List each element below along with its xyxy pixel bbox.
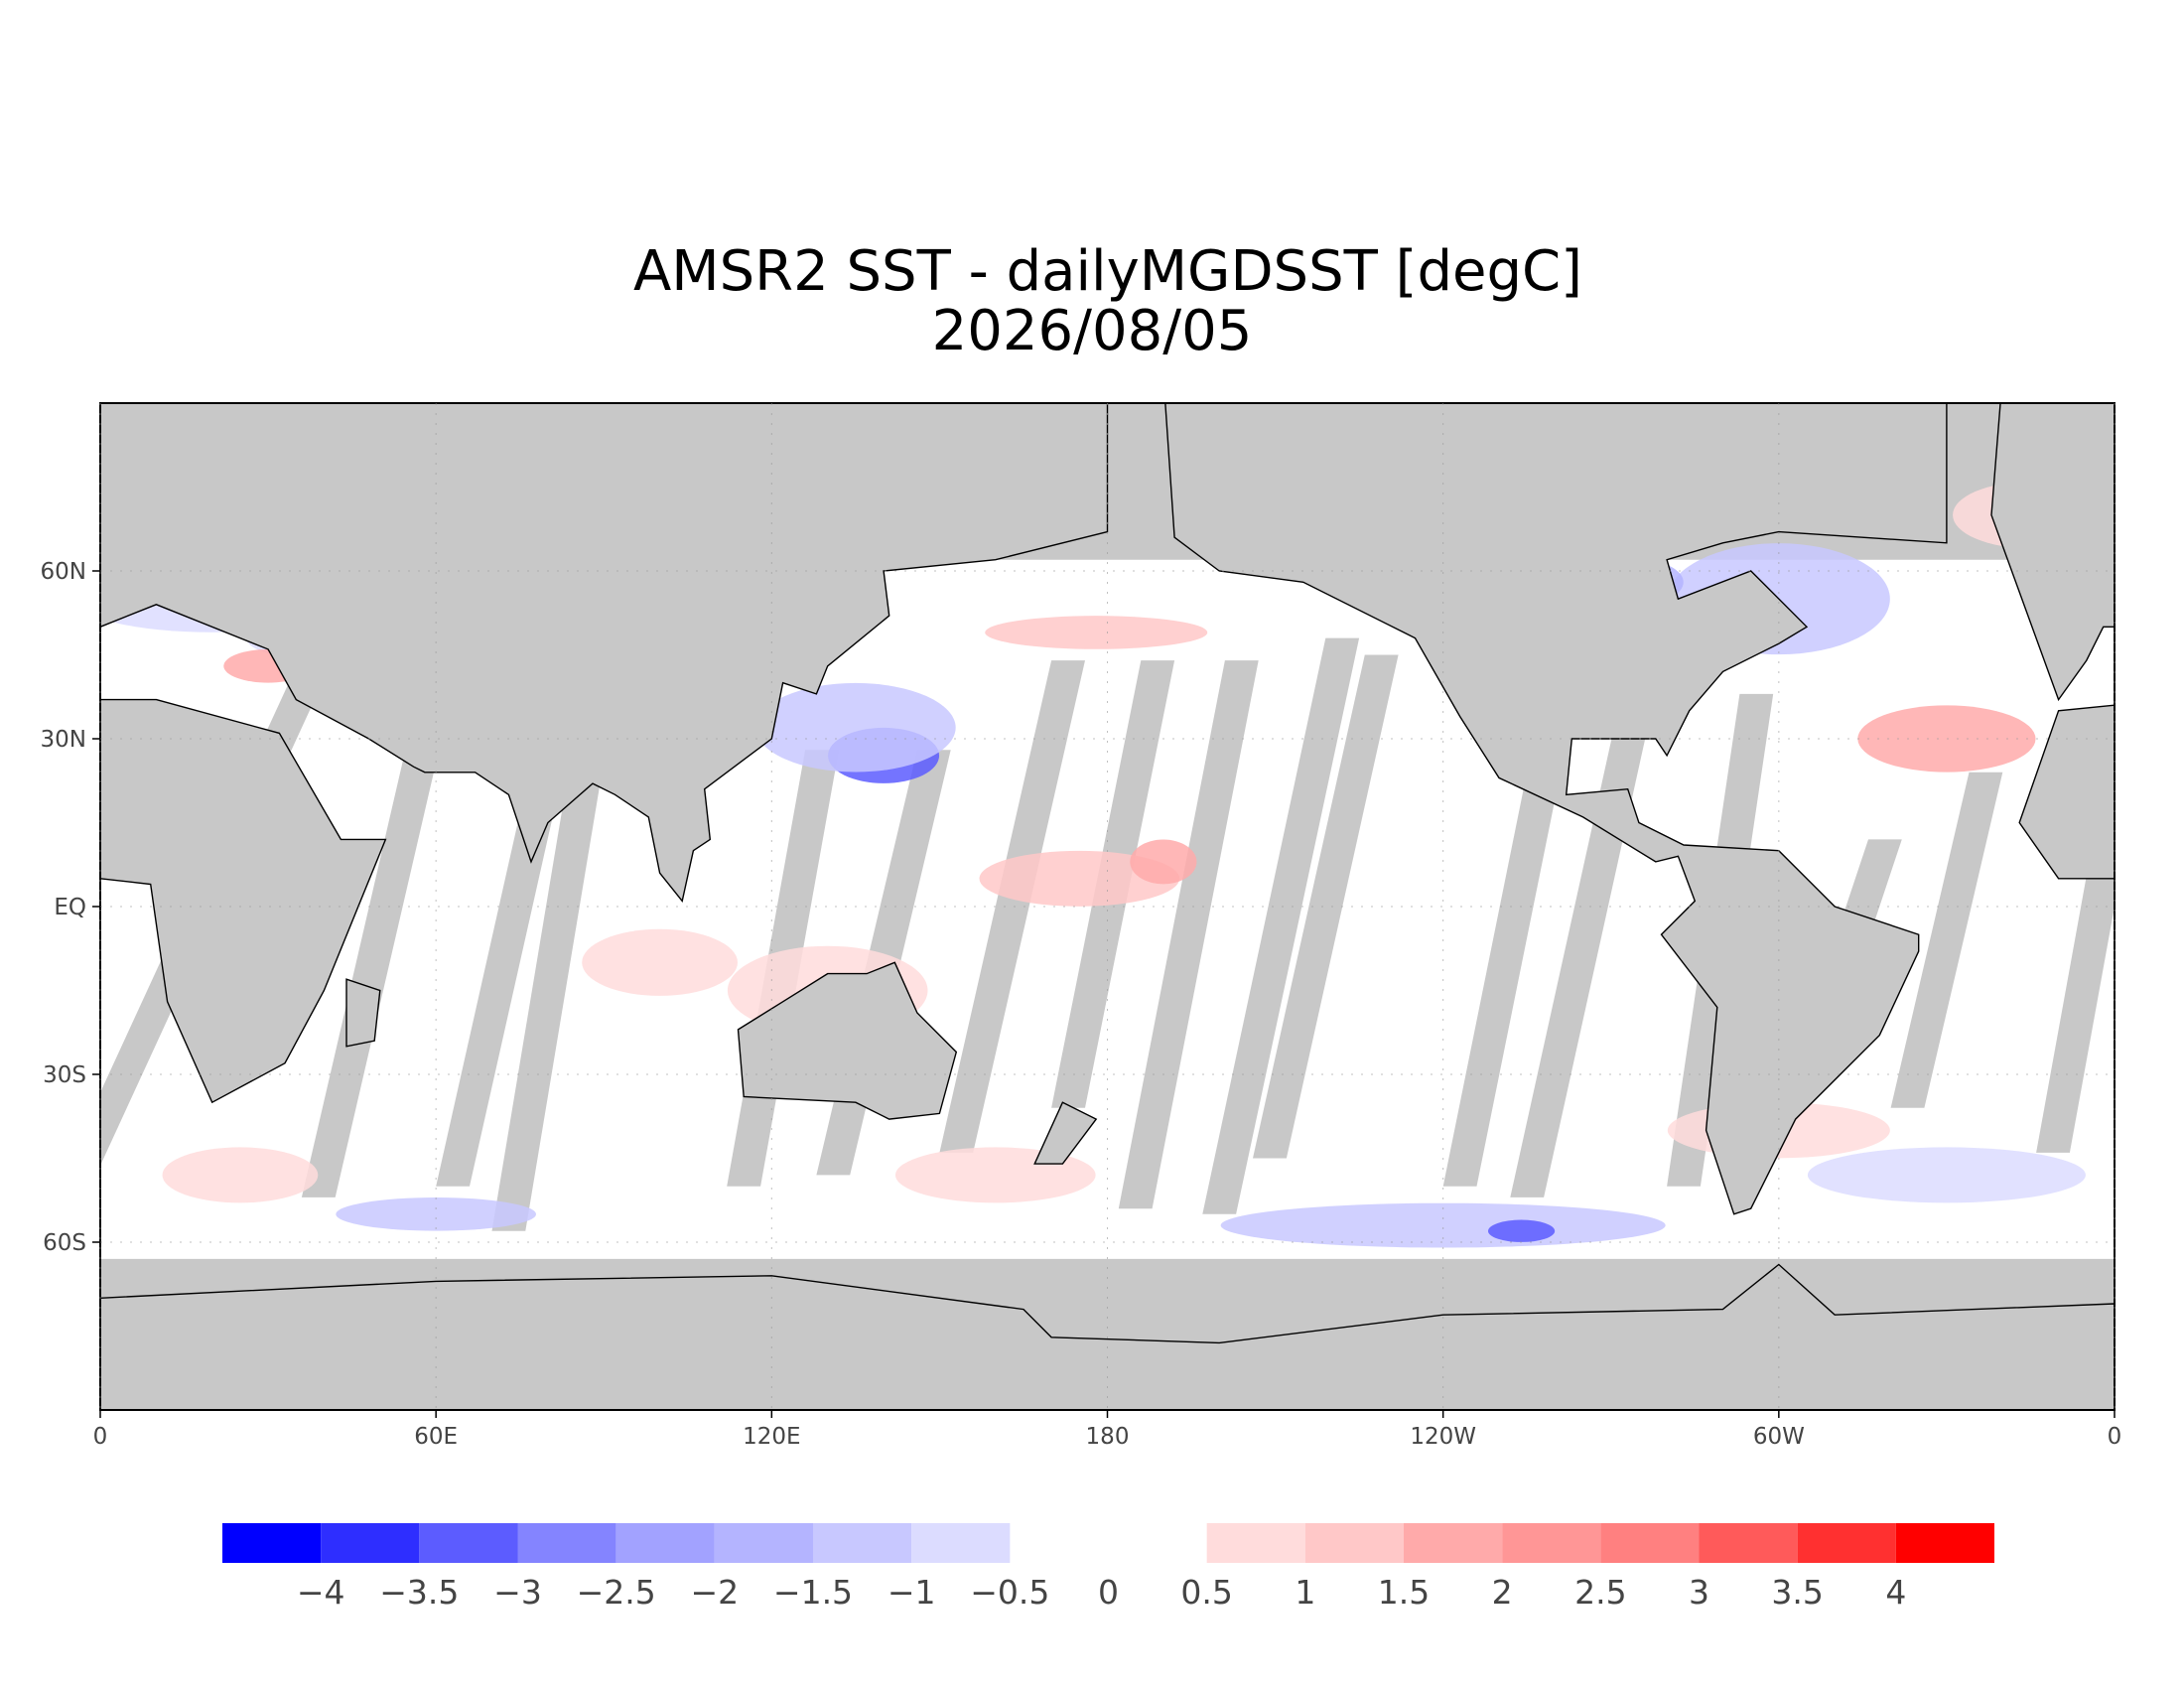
- land: [100, 403, 1109, 903]
- swath-gap: [301, 739, 442, 1197]
- swath-gap: [1442, 716, 1572, 1187]
- lon-tick-label: 120E: [743, 1424, 800, 1450]
- lon-tick-label: 120W: [1410, 1424, 1476, 1450]
- colorbar-label: 3.5: [1771, 1573, 1823, 1612]
- swath-gap: [1118, 660, 1259, 1209]
- land: [737, 961, 958, 1120]
- colorbar-label: 3: [1689, 1573, 1709, 1612]
- colorbar-swatch: [419, 1523, 518, 1563]
- colorbar-label: 2: [1492, 1573, 1513, 1612]
- colorbar-label: −3.5: [379, 1573, 459, 1612]
- colorbar-swatch: [321, 1523, 420, 1563]
- land: [345, 978, 381, 1048]
- lon-tick-label: 60W: [1753, 1424, 1805, 1450]
- colorbar-label: 1.5: [1378, 1573, 1430, 1612]
- colorbar-label: 0: [1098, 1573, 1119, 1612]
- land: [100, 698, 387, 1104]
- map-title: AMSR2 SST - dailyMGDSST [degC]: [633, 239, 1582, 304]
- anomaly-patch: [755, 682, 956, 773]
- anomaly-patch: [979, 850, 1180, 907]
- lon-tick-label: 0: [93, 1424, 108, 1450]
- colorbar-swatch: [714, 1523, 813, 1563]
- lat-tick-label: 60N: [41, 559, 86, 585]
- swath-gap: [939, 660, 1085, 1153]
- colorbar-swatch: [615, 1523, 715, 1563]
- anomaly-patch: [1807, 1147, 2086, 1203]
- swath-gap: [1202, 637, 1360, 1214]
- anomaly-patch: [336, 1197, 536, 1231]
- map-date: 2026/08/05: [932, 299, 1253, 363]
- anomaly-patch: [162, 1147, 319, 1203]
- anomaly-patch: [985, 616, 1208, 649]
- anomaly-patch: [1857, 705, 2036, 773]
- land: [2018, 704, 2115, 880]
- colorbar-swatch: [1304, 1523, 1404, 1563]
- colorbar-label: 0.5: [1180, 1573, 1232, 1612]
- colorbar-label: −1.5: [773, 1573, 853, 1612]
- colorbar-label: 1: [1295, 1573, 1315, 1612]
- anomaly-patch: [582, 928, 739, 996]
- colorbar-swatch: [911, 1523, 1011, 1563]
- lat-tick-label: 30S: [43, 1062, 86, 1088]
- lat-tick-label: 30N: [41, 727, 86, 753]
- colorbar-swatch: [1797, 1523, 1896, 1563]
- colorbar-swatch: [813, 1523, 912, 1563]
- colorbar-label: −3: [493, 1573, 542, 1612]
- anomaly-patch: [1220, 1202, 1666, 1248]
- land: [1990, 403, 2115, 702]
- lon-tick-label: 60E: [414, 1424, 458, 1450]
- colorbar-label: 4: [1885, 1573, 1906, 1612]
- colorbar-swatch: [1206, 1523, 1305, 1563]
- colorbar-swatch: [1600, 1523, 1700, 1563]
- swath-gap: [1890, 772, 2003, 1108]
- swath-gap: [1253, 654, 1399, 1159]
- colorbar-swatch: [1404, 1523, 1503, 1563]
- colorbar-swatch: [1895, 1523, 1994, 1563]
- colorbar-swatch: [222, 1523, 322, 1563]
- anomaly-patch: [1487, 1219, 1556, 1242]
- colorbar-label: −1: [887, 1573, 936, 1612]
- anomaly-patch: [1130, 839, 1197, 885]
- colorbar-swatch: [517, 1523, 616, 1563]
- lon-tick-label: 0: [2108, 1424, 2122, 1450]
- lat-tick-label: 60S: [43, 1230, 86, 1256]
- colorbar-label: 2.5: [1574, 1573, 1626, 1612]
- map-area: [100, 403, 2115, 1410]
- land: [100, 1263, 2115, 1410]
- colorbar-swatch: [1699, 1523, 1798, 1563]
- swath-gap: [491, 693, 615, 1231]
- colorbar-label: −4: [297, 1573, 345, 1612]
- colorbar-swatch: [1502, 1523, 1601, 1563]
- colorbar-label: −2.5: [577, 1573, 656, 1612]
- colorbar-label: −2: [691, 1573, 740, 1612]
- colorbar-label: −0.5: [970, 1573, 1049, 1612]
- lat-tick-label: EQ: [54, 895, 86, 920]
- land: [1033, 1101, 1098, 1165]
- lon-tick-label: 180: [1086, 1424, 1130, 1450]
